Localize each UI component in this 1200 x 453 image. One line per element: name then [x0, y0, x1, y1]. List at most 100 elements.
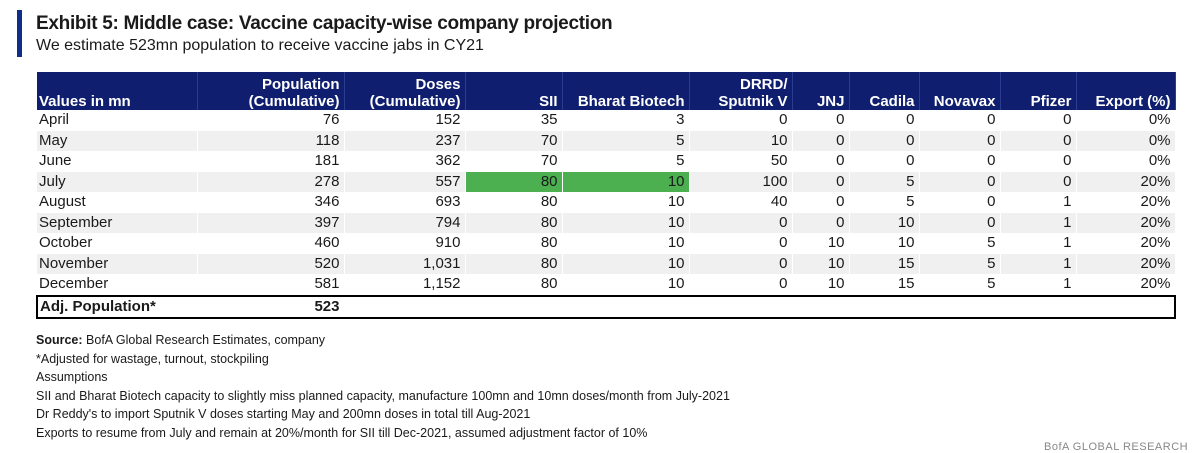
column-header: Doses (Cumulative): [344, 72, 466, 110]
table-cell: 15: [849, 253, 920, 274]
table-cell: 80: [465, 253, 563, 274]
table-cell: 0: [849, 110, 920, 131]
table-body: April 76 152 35 3 0 0 0 0 0 0% May 118 237 70 5 10 0 0 0 0 0%…: [36, 110, 1176, 319]
column-header-line1: [854, 76, 915, 93]
table-cell: 0: [689, 212, 793, 233]
table-cell: 278: [197, 171, 345, 192]
table-cell: 10: [562, 192, 690, 213]
table-cell: 794: [344, 212, 466, 233]
table-cell: 0: [792, 110, 850, 131]
row-label: April: [37, 110, 198, 131]
table-cell: 557: [344, 171, 466, 192]
table-row: September 397 794 80 10 0 0 10 0 1 20%: [37, 212, 1176, 233]
table-cell: 0: [1000, 171, 1077, 192]
table-cell: 20%: [1076, 274, 1176, 296]
row-label: October: [37, 233, 198, 254]
column-header-line2: Sputnik V: [718, 93, 788, 110]
table-cell: 80: [465, 192, 563, 213]
table-row: July 278 557 80 10 100 0 5 0 0 20%: [37, 171, 1176, 192]
source-line: Source: BofA Global Research Estimates, …: [36, 331, 730, 350]
table-cell: 1,152: [344, 274, 466, 296]
table-cell: 10: [792, 253, 850, 274]
table-cell: 100: [689, 171, 793, 192]
column-header: Bharat Biotech: [562, 72, 690, 110]
column-header-line2: Novavax: [933, 93, 996, 110]
column-header-line1: [797, 76, 845, 93]
table-cell: 10: [792, 274, 850, 296]
table-cell: 76: [197, 110, 345, 131]
table-cell: 0%: [1076, 110, 1176, 131]
row-label: December: [37, 274, 198, 296]
table-cell: 70: [465, 151, 563, 172]
table-cell: 910: [344, 233, 466, 254]
column-header-line1: [924, 76, 996, 93]
assumption-2: Dr Reddy's to import Sputnik V doses sta…: [36, 407, 531, 421]
exhibit-subtitle: We estimate 523mn population to receive …: [36, 37, 484, 54]
table-cell: 3: [562, 110, 690, 131]
column-header: DRRD/Sputnik V: [689, 72, 793, 110]
table-cell: 0: [792, 171, 850, 192]
table-cell: 0%: [1076, 151, 1176, 172]
source-label: Source:: [36, 333, 83, 347]
table-cell: 70: [465, 130, 563, 151]
table-cell: 0: [1000, 110, 1077, 131]
projection-table: Values in mn Population (Cumulative) Doses(…: [36, 72, 1176, 319]
table-cell: 10: [849, 233, 920, 254]
table-cell: 10: [562, 253, 690, 274]
table-cell: 20%: [1076, 233, 1176, 254]
table-row: December 581 1,152 80 10 0 10 15 5 1 20%: [37, 274, 1176, 296]
table-cell: 0: [689, 253, 793, 274]
column-header-line2: Pfizer: [1030, 93, 1072, 110]
column-header-line2: Bharat Biotech: [577, 93, 685, 110]
row-label: August: [37, 192, 198, 213]
table-cell: 10: [792, 233, 850, 254]
table-row: April 76 152 35 3 0 0 0 0 0 0%: [37, 110, 1176, 131]
exhibit-title: Exhibit 5: Middle case: Vaccine capacity…: [36, 13, 613, 34]
row-label: June: [37, 151, 198, 172]
table-cell: 0: [792, 151, 850, 172]
table-cell: 1: [1000, 253, 1077, 274]
table-cell: 20%: [1076, 192, 1176, 213]
table-row: August 346 693 80 10 40 0 5 0 1 20%: [37, 192, 1176, 213]
table-cell: 10: [849, 212, 920, 233]
assumptions-title: Assumptions: [36, 370, 108, 384]
column-header-line2: SII: [539, 93, 558, 110]
table-cell: 1,031: [344, 253, 466, 274]
column-header: SII: [465, 72, 563, 110]
column-header-line1: [1005, 76, 1072, 93]
column-header-line2: (Cumulative): [369, 93, 461, 110]
table-cell: 5: [919, 233, 1001, 254]
table-cell: 0: [849, 130, 920, 151]
table-cell: 1: [1000, 233, 1077, 254]
table-cell: 362: [344, 151, 466, 172]
table-cell: 397: [197, 212, 345, 233]
table-cell: 10: [562, 274, 690, 296]
table-cell: 40: [689, 192, 793, 213]
table-cell: 520: [197, 253, 345, 274]
table-cell: 1: [1000, 192, 1077, 213]
column-header-line1: [1081, 76, 1171, 93]
table-row: October 460 910 80 10 0 10 10 5 1 20%: [37, 233, 1176, 254]
assumption-3: Exports to resume from July and remain a…: [36, 425, 648, 440]
table-cell: 5: [919, 253, 1001, 274]
table-cell: 80: [465, 212, 563, 233]
table-cell: 1: [1000, 212, 1077, 233]
column-header-line1: [39, 76, 193, 93]
table-cell: 0: [919, 212, 1001, 233]
column-header-line1: [567, 76, 685, 93]
table-cell: 20%: [1076, 253, 1176, 274]
table-cell: 118: [197, 130, 345, 151]
table-cell: 0: [1000, 151, 1077, 172]
table-cell: 0: [689, 110, 793, 131]
table-cell: 80: [465, 233, 563, 254]
table-cell: 10: [562, 212, 690, 233]
column-header: Population (Cumulative): [197, 72, 345, 110]
table-cell: 346: [197, 192, 345, 213]
row-label: July: [37, 171, 198, 192]
table-cell: 1: [1000, 274, 1077, 296]
table-cell: 0: [849, 151, 920, 172]
table-cell: 0: [919, 130, 1001, 151]
table-cell: 0: [689, 233, 793, 254]
column-header: Export (%): [1076, 72, 1176, 110]
table-cell: 15: [849, 274, 920, 296]
